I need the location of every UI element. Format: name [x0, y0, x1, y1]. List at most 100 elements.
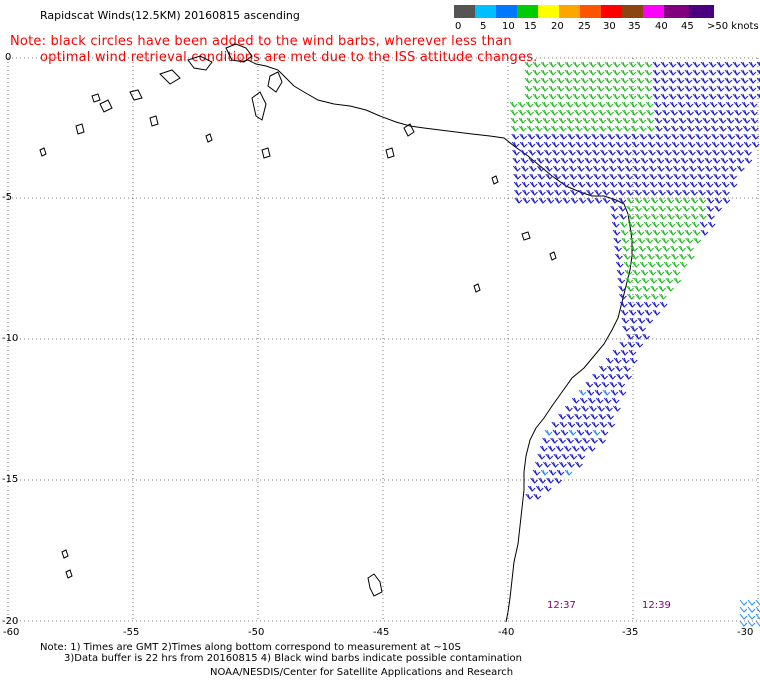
wind-barb: [637, 101, 646, 108]
wind-barb: [574, 437, 582, 444]
wind-barb: [607, 421, 616, 428]
wind-barb: [651, 221, 660, 228]
wind-barb: [683, 213, 691, 220]
wind-barb: [751, 141, 760, 148]
wind-barb: [700, 93, 709, 100]
wind-barb: [637, 317, 646, 324]
wind-barb: [748, 61, 757, 68]
wind-barb: [582, 109, 590, 116]
wind-barb: [621, 237, 630, 244]
wind-barb: [700, 77, 709, 84]
wind-barb: [701, 101, 710, 108]
wind-barb: [554, 477, 562, 484]
wind-barb: [663, 253, 671, 260]
wind-barb: [694, 117, 703, 124]
wind-barb: [540, 77, 549, 84]
wind-barb: [542, 109, 550, 116]
wind-barb: [554, 197, 563, 204]
legend-swatch-7: [601, 5, 622, 18]
wind-barb: [720, 157, 729, 164]
wind-barb: [642, 189, 650, 196]
wind-barb: [608, 165, 617, 172]
wind-barb: [660, 85, 669, 92]
wind-barb: [728, 157, 737, 164]
legend-label-50: >50 knots: [707, 21, 759, 32]
wind-barb: [692, 77, 701, 84]
wind-barb: [628, 349, 637, 356]
legend-swatch-4: [538, 5, 559, 18]
wind-barb: [684, 61, 693, 68]
wind-barb: [724, 85, 733, 92]
note-line-1: Note: black circles have been added to t…: [10, 34, 512, 49]
wind-barb: [561, 181, 570, 188]
wind-barb: [590, 125, 599, 132]
lon-label-40: -40: [498, 627, 515, 638]
wind-barb: [643, 293, 651, 300]
wind-barb: [714, 197, 723, 204]
wind-barb: [662, 109, 670, 116]
wind-barb: [585, 181, 594, 188]
wind-barb: [628, 229, 637, 236]
wind-barb: [616, 373, 624, 380]
wind-barb: [534, 109, 542, 116]
wind-barb: [681, 181, 690, 188]
wind-barb: [615, 253, 623, 260]
wind-barb: [637, 237, 646, 244]
wind-barb: [710, 125, 719, 132]
wind-barb: [665, 277, 674, 284]
wind-barb: [705, 173, 714, 180]
wind-barb: [700, 85, 709, 92]
wind-barb: [524, 77, 533, 84]
wind-barb: [740, 85, 749, 92]
wind-barb: [564, 93, 573, 100]
wind-barb: [629, 357, 638, 364]
wind-barb: [601, 173, 610, 180]
wind-barb: [739, 599, 748, 606]
wind-barb: [635, 293, 643, 300]
wind-barb: [659, 213, 667, 220]
wind-barb: [710, 117, 719, 124]
wind-barb: [607, 365, 615, 372]
wind-barb: [589, 101, 598, 108]
wind-barb: [652, 229, 661, 236]
wind-barb: [577, 173, 586, 180]
wind-barb: [525, 493, 534, 500]
wind-barb: [620, 85, 629, 92]
wind-barb: [612, 349, 621, 356]
legend-label-35: 35: [628, 21, 641, 32]
wind-barb: [575, 461, 583, 468]
lat-label-10: -10: [2, 333, 19, 344]
wind-barb: [588, 85, 597, 92]
wind-barb: [526, 109, 534, 116]
wind-barb: [747, 620, 756, 627]
wind-barb: [612, 229, 621, 236]
lat-label-5: -5: [2, 192, 12, 203]
wind-barb: [560, 429, 569, 436]
wind-barb: [631, 253, 639, 260]
wind-barb: [648, 157, 657, 164]
wind-barb: [586, 197, 595, 204]
wind-barb: [606, 413, 614, 420]
wind-barb: [732, 85, 741, 92]
wind-barb: [679, 133, 688, 140]
wind-barb: [690, 205, 698, 212]
wind-barb: [751, 133, 760, 140]
wind-barb: [572, 61, 581, 68]
wind-barb: [611, 221, 620, 228]
wind-barb: [513, 173, 522, 180]
legend-label-45: 45: [681, 21, 694, 32]
wind-barb: [696, 149, 704, 156]
wind-barb: [710, 109, 718, 116]
wind-barb: [678, 245, 686, 252]
wind-barb: [624, 157, 633, 164]
wind-barb: [595, 397, 604, 404]
wind-barb: [630, 117, 639, 124]
wind-barb: [606, 109, 614, 116]
wind-barb: [638, 245, 646, 252]
wind-barb: [622, 245, 630, 252]
wind-barb: [598, 413, 606, 420]
wind-barb: [714, 189, 722, 196]
wind-barb: [736, 157, 745, 164]
wind-barb: [708, 85, 717, 92]
wind-barb: [623, 365, 631, 372]
